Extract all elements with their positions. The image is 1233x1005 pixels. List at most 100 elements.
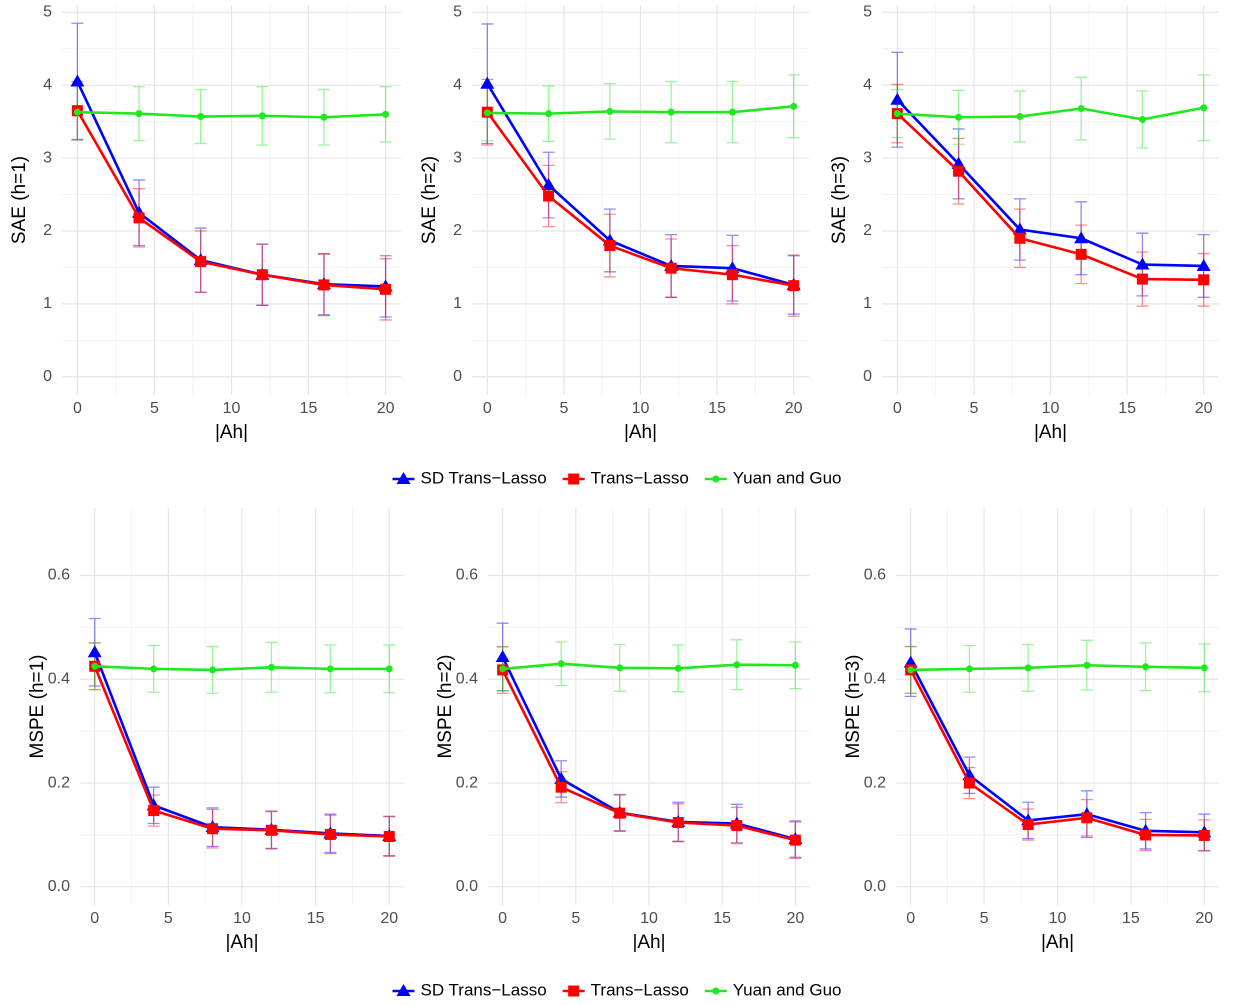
y-tick-label: 0.4	[456, 670, 478, 687]
x-tick-label: 10	[1049, 910, 1067, 927]
y-tick-label: 4	[863, 76, 872, 93]
x-tick-label: 5	[571, 910, 580, 927]
legend-item: Trans−Lasso	[563, 980, 689, 999]
y-tick-label: 0	[453, 368, 462, 385]
marker-triangle	[88, 645, 102, 657]
y-tick-label: 5	[453, 4, 462, 21]
marker-dot	[616, 664, 623, 671]
marker-dot	[320, 114, 327, 121]
x-axis-title: |Ah|	[1034, 422, 1067, 443]
marker-square	[673, 817, 684, 828]
x-tick-label: 20	[377, 400, 395, 417]
x-tick-label: 10	[223, 400, 241, 417]
x-tick-label: 5	[980, 910, 989, 927]
marker-dot	[1201, 664, 1208, 671]
marker-square	[1199, 830, 1210, 841]
marker-dot	[327, 665, 334, 672]
marker-square	[1140, 829, 1151, 840]
legend-label: SD Trans−Lasso	[421, 980, 547, 999]
marker-triangle	[496, 650, 510, 662]
marker-dot	[150, 665, 157, 672]
x-tick-label: 0	[483, 400, 492, 417]
marker-dot	[1016, 113, 1023, 120]
marker-square	[556, 782, 567, 793]
marker-dot	[966, 665, 973, 672]
marker-dot	[733, 661, 740, 668]
y-tick-label: 4	[453, 76, 462, 93]
y-tick-label: 0.2	[48, 774, 70, 791]
x-tick-label: 0	[498, 910, 507, 927]
marker-dot	[606, 108, 613, 115]
marker-triangle	[480, 77, 494, 89]
x-tick-label: 20	[1195, 400, 1213, 417]
marker-dot	[955, 114, 962, 121]
x-tick-label: 0	[906, 910, 915, 927]
legend: SD Trans−Lasso Trans−Lasso Yuan and Guo	[393, 980, 842, 999]
panel: 051015200.00.20.40.6|Ah|MSPE (h=1)	[27, 508, 404, 953]
marker-square	[134, 212, 145, 223]
y-tick-label: 5	[863, 4, 872, 21]
x-axis-title: |Ah|	[632, 932, 665, 953]
legend-item: SD Trans−Lasso	[393, 468, 547, 487]
y-tick-label: 2	[43, 222, 52, 239]
x-tick-label: 0	[90, 910, 99, 927]
x-tick-label: 5	[150, 400, 159, 417]
y-tick-label: 3	[863, 149, 872, 166]
y-tick-label: 0.6	[864, 567, 886, 584]
marker-triangle	[890, 93, 904, 105]
y-tick-label: 3	[43, 149, 52, 166]
legend-label: Yuan and Guo	[733, 468, 842, 487]
marker-square	[384, 831, 395, 842]
panel: 05101520012345|Ah|SAE (h=2)	[419, 4, 809, 444]
y-tick-label: 0.4	[48, 670, 70, 687]
legend-label: SD Trans−Lasso	[421, 468, 547, 487]
x-tick-label: 5	[164, 910, 173, 927]
y-tick-label: 1	[43, 295, 52, 312]
marker-dot	[197, 113, 204, 120]
y-tick-label: 5	[43, 4, 52, 21]
marker-square	[1014, 233, 1025, 244]
marker-square	[790, 835, 801, 846]
y-tick-label: 3	[453, 149, 462, 166]
y-tick-label: 1	[453, 295, 462, 312]
x-axis-title: |Ah|	[624, 422, 657, 443]
marker-square	[1023, 819, 1034, 830]
x-axis-title: |Ah|	[215, 422, 248, 443]
y-tick-label: 1	[863, 295, 872, 312]
marker-triangle	[70, 75, 84, 87]
marker-dot	[136, 110, 143, 117]
marker-square	[1198, 274, 1209, 285]
legend-item: Yuan and Guo	[705, 980, 842, 999]
marker-dot	[792, 662, 799, 669]
y-tick-label: 0.0	[48, 878, 70, 895]
y-tick-label: 0	[43, 368, 52, 385]
x-tick-label: 15	[307, 910, 325, 927]
y-tick-label: 0.6	[48, 567, 70, 584]
x-tick-label: 20	[785, 400, 803, 417]
marker-square	[731, 820, 742, 831]
x-tick-label: 15	[1122, 910, 1140, 927]
marker-square	[604, 240, 615, 251]
marker-dot	[268, 664, 275, 671]
marker-dot	[668, 109, 675, 116]
legend-marker	[712, 988, 719, 995]
legend-label: Trans−Lasso	[591, 980, 689, 999]
x-tick-label: 0	[73, 400, 82, 417]
marker-square	[1137, 274, 1148, 285]
y-tick-label: 4	[43, 76, 52, 93]
y-axis-title: SAE (h=2)	[419, 156, 440, 244]
marker-square	[964, 778, 975, 789]
marker-square	[318, 279, 329, 290]
marker-dot	[1025, 664, 1032, 671]
x-axis-title: |Ah|	[1041, 932, 1074, 953]
marker-dot	[1139, 116, 1146, 123]
marker-square	[380, 284, 391, 295]
y-tick-label: 2	[453, 222, 462, 239]
marker-dot	[894, 110, 901, 117]
marker-dot	[499, 665, 506, 672]
marker-dot	[1200, 104, 1207, 111]
y-tick-label: 0.2	[456, 774, 478, 791]
marker-dot	[545, 110, 552, 117]
